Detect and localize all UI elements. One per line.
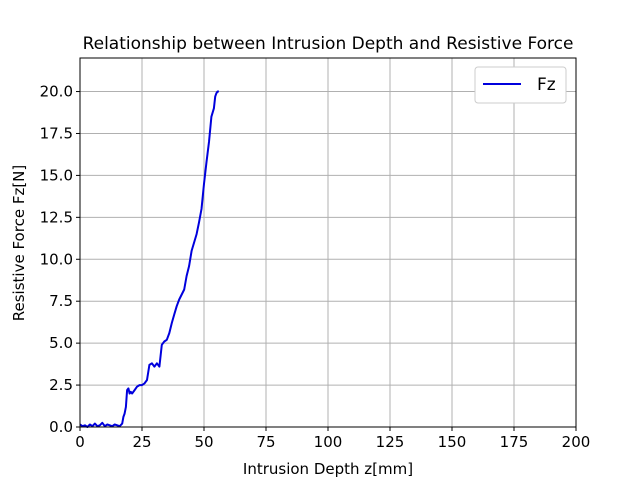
y-tick-label: 17.5: [40, 124, 73, 142]
x-tick-label: 0: [75, 433, 85, 451]
plot-lines: [79, 90, 219, 428]
y-tick-label: 0.0: [49, 418, 73, 436]
x-tick-label: 150: [438, 433, 467, 451]
x-axis-label: Intrusion Depth z[mm]: [243, 460, 413, 478]
x-tick-label: 75: [256, 433, 275, 451]
x-tick-label: 100: [314, 433, 343, 451]
x-tick-label: 175: [500, 433, 529, 451]
y-tick-label: 10.0: [40, 250, 73, 268]
y-axis: 0.0 2.5 5.0 7.5 10.0 12.5 15.0 17.5 20.0: [40, 83, 80, 436]
legend-label-fz: Fz: [537, 75, 556, 95]
x-tick-label: 200: [562, 433, 591, 451]
series-line-fz: [79, 90, 219, 428]
x-tick-label: 50: [194, 433, 213, 451]
x-tick-label: 125: [376, 433, 405, 451]
y-tick-label: 2.5: [49, 376, 73, 394]
y-tick-label: 5.0: [49, 334, 73, 352]
y-tick-label: 12.5: [40, 208, 73, 226]
chart-title: Relationship between Intrusion Depth and…: [83, 34, 574, 54]
y-tick-label: 7.5: [49, 292, 73, 310]
x-tick-label: 25: [132, 433, 151, 451]
y-tick-label: 20.0: [40, 83, 73, 101]
y-axis-label: Resistive Force Fz[N]: [10, 165, 28, 321]
legend: Fz: [474, 66, 567, 104]
y-tick-label: 15.0: [40, 166, 73, 184]
x-axis: 0 25 50 75 100 125 150 175 200: [75, 427, 590, 451]
